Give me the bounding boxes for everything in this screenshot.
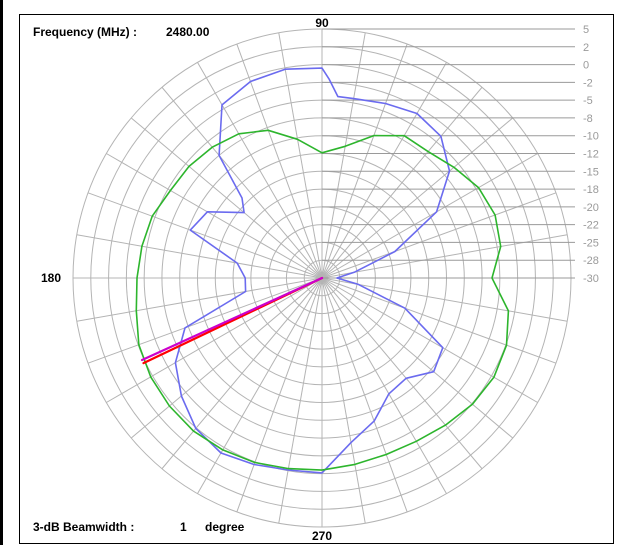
outer-border-left — [0, 0, 3, 545]
grid-spoke-140 — [130, 117, 323, 279]
grid-spoke-290 — [321, 277, 408, 513]
scale-tick-label: -22 — [583, 220, 599, 232]
grid-spoke-160 — [87, 192, 323, 279]
grid-spoke-150 — [106, 153, 323, 279]
grid-spoke-40 — [321, 117, 514, 279]
series-layer — [135, 67, 510, 474]
beam-marker-1 — [140, 276, 324, 362]
scale-tick-label: -8 — [583, 113, 593, 125]
grid-spoke-80 — [321, 32, 366, 279]
grid-spoke-260 — [278, 277, 323, 524]
series-line-0 — [174, 67, 451, 474]
beamwidth-value: 1 — [180, 520, 187, 534]
grid-spoke-310 — [321, 277, 483, 470]
scale-tick-label: -15 — [583, 166, 599, 178]
grid-spoke-210 — [106, 277, 323, 403]
grid-spoke-280 — [321, 277, 366, 524]
radial-scale-lines — [322, 28, 575, 279]
scale-tick-label: -25 — [583, 237, 599, 249]
grid-spoke-120 — [197, 62, 323, 279]
grid-spoke-300 — [321, 277, 447, 494]
radial-tick-labels: 5 2 0 -2 -5 -8 -10 -12 -15 -18 -20 -22 -25 -28 -30 — [583, 24, 599, 285]
grid-spoke-340 — [321, 277, 557, 364]
grid-spoke-70 — [321, 43, 408, 279]
grid-spoke-50 — [321, 86, 483, 279]
angle-labels: 90 180 270 — [41, 16, 332, 543]
scale-tick-label: -10 — [583, 131, 599, 143]
grid-spoke-30 — [321, 153, 538, 279]
scale-tick-label: -2 — [583, 77, 593, 89]
series-line-1 — [135, 129, 510, 471]
scale-tick-label: 5 — [583, 24, 589, 36]
grid-spoke-350 — [321, 277, 568, 322]
grid-spoke-240 — [197, 277, 323, 494]
grid-spoke-250 — [236, 277, 323, 513]
scale-tick-label: -30 — [583, 273, 599, 285]
grid-spoke-100 — [278, 32, 323, 279]
scale-tick-label: 0 — [583, 60, 589, 72]
grid-spoke-130 — [161, 86, 323, 279]
grid-spoke-320 — [321, 277, 514, 439]
scale-tick-label: -18 — [583, 184, 599, 196]
scale-tick-label: -12 — [583, 149, 599, 161]
grid-spoke-170 — [76, 234, 323, 279]
beam-marker-layer — [140, 276, 324, 365]
beamwidth-unit: degree — [205, 520, 245, 534]
angle-label-90: 90 — [315, 16, 329, 30]
grid-spoke-200 — [87, 277, 323, 364]
angle-label-270: 270 — [312, 529, 332, 543]
scale-tick-label: -28 — [583, 255, 599, 267]
frequency-label: Frequency (MHz) : — [33, 25, 137, 39]
grid-spoke-330 — [321, 277, 538, 403]
frequency-value: 2480.00 — [166, 25, 210, 39]
angle-label-180: 180 — [41, 271, 61, 285]
grid-spoke-230 — [161, 277, 323, 470]
beamwidth-label: 3-dB Beamwidth : — [33, 520, 134, 534]
scale-tick-label: -20 — [583, 202, 599, 214]
scale-tick-label: -5 — [583, 95, 593, 107]
scale-tick-label: 2 — [583, 42, 589, 54]
grid-spoke-220 — [130, 277, 323, 439]
grid-spoke-110 — [236, 43, 323, 279]
grid-spoke-190 — [76, 277, 323, 322]
